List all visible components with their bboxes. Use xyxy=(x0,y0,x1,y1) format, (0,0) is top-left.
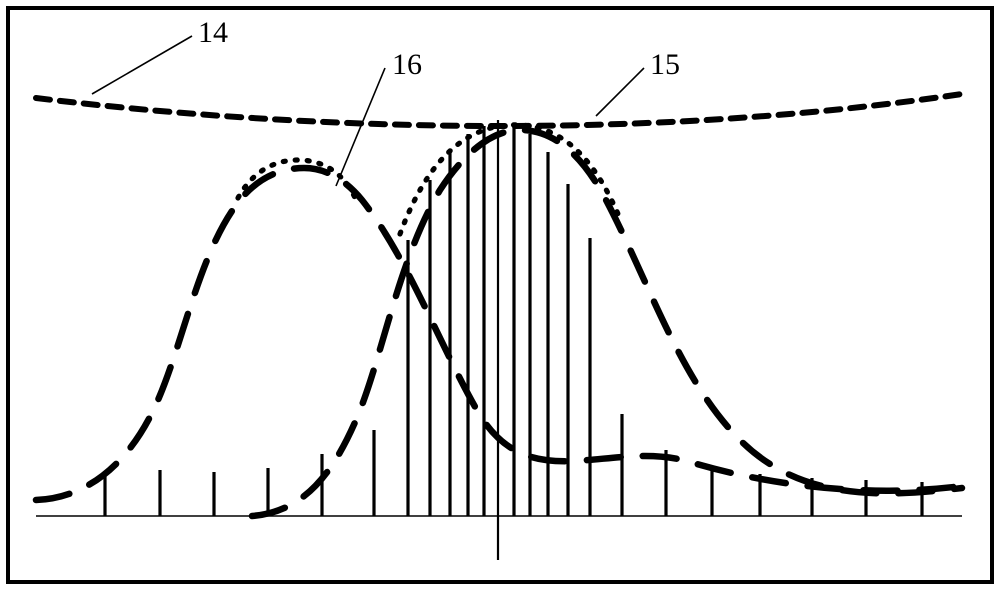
figure-svg xyxy=(0,0,1000,590)
leader-l15 xyxy=(596,68,644,116)
leader-l14 xyxy=(92,36,192,94)
figure-frame xyxy=(8,8,992,582)
label-16: 16 xyxy=(392,50,422,80)
label-leaders xyxy=(92,36,644,186)
comb-lines xyxy=(105,126,922,516)
figure-root: 14 16 15 xyxy=(0,0,1000,590)
dotted-segment xyxy=(400,125,618,234)
label-14: 14 xyxy=(198,18,228,48)
label-15: 15 xyxy=(650,50,680,80)
